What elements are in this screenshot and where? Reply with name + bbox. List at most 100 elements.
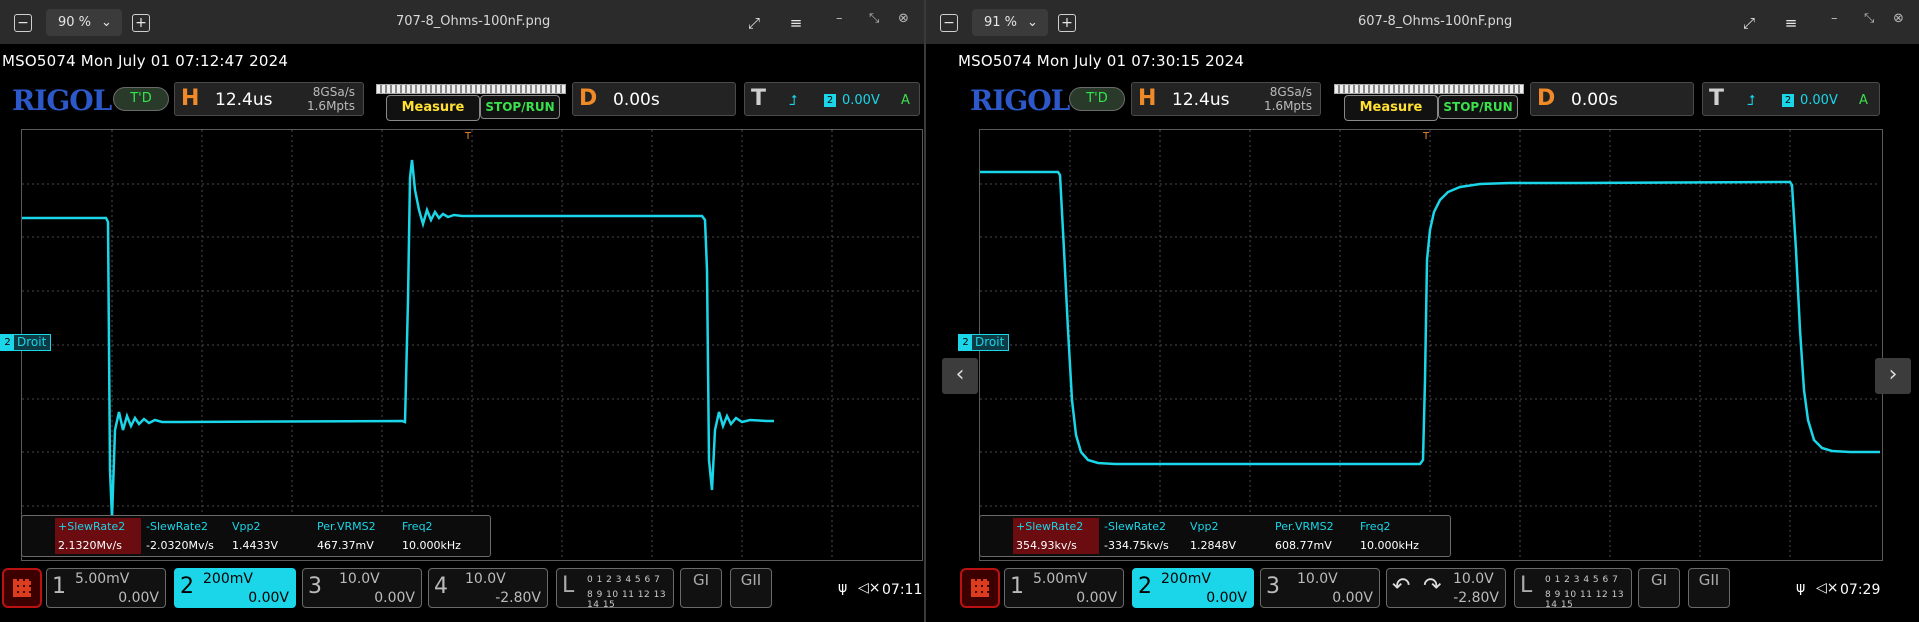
- channel-1-button[interactable]: 1 5.00mV 0.00V: [46, 568, 166, 608]
- channel-1-button[interactable]: 1 5.00mV 0.00V: [1004, 568, 1124, 608]
- measurement-value: 467.37mV: [317, 539, 374, 552]
- horizontal-box: H 12.4us 8GSa/s 1.6Mpts: [174, 82, 364, 116]
- close-button[interactable]: ⊗: [1893, 11, 1904, 26]
- close-icon: ⊗: [1893, 11, 1904, 26]
- channel-scale: 5.00mV: [1033, 571, 1088, 587]
- horizontal-letter: H: [1138, 86, 1157, 111]
- stoprun-button[interactable]: STOP/RUN: [480, 95, 560, 119]
- timebase-value: 12.4us: [1172, 90, 1230, 110]
- zoom-in-button[interactable]: +: [130, 12, 152, 34]
- trigger-letter: T: [751, 86, 767, 111]
- channel-scale: 10.0V: [339, 571, 380, 587]
- minimize-button[interactable]: –: [836, 11, 843, 26]
- horizontal-letter: H: [181, 86, 200, 111]
- measure-button[interactable]: Measure: [386, 95, 480, 121]
- channel-label-text: Droit: [975, 335, 1005, 349]
- channel-label: 2 Droit: [0, 334, 52, 351]
- measurement-name: Freq2: [1360, 520, 1391, 533]
- channel-4-button[interactable]: 4 10.0V -2.80V: [428, 568, 548, 608]
- minimize-button[interactable]: –: [1831, 11, 1838, 26]
- zoom-select[interactable]: 90 % ⌄: [46, 9, 122, 36]
- chevron-right-icon: ›: [1888, 362, 1898, 387]
- restore-button[interactable]: ⤡: [869, 11, 879, 26]
- fullscreen-button[interactable]: ⤢: [1738, 12, 1760, 34]
- channel-scale: 200mV: [203, 571, 253, 587]
- next-image-button[interactable]: ›: [1875, 358, 1911, 394]
- waveform-display: [22, 130, 922, 560]
- redo-icon: ↷: [1423, 574, 1442, 599]
- memory-bar: [1334, 84, 1524, 94]
- zoom-in-button[interactable]: +: [1056, 12, 1078, 34]
- left-viewer-window: − 90 % ⌄ + 707-8_Ohms-100nF.png ⤢ ≡ – ⤡ …: [0, 0, 924, 622]
- channel-offset: 0.00V: [374, 590, 415, 606]
- channel-offset: 0.00V: [1206, 590, 1247, 606]
- generator-2-button[interactable]: GII: [1688, 568, 1730, 608]
- trigger-channel: 2: [1782, 94, 1794, 107]
- scope-clock: 07:11: [882, 582, 923, 598]
- generator-1-button[interactable]: GI: [680, 568, 722, 608]
- channel-number: 1: [1010, 574, 1024, 599]
- restore-button[interactable]: ⤡: [1864, 11, 1874, 26]
- stoprun-button[interactable]: STOP/RUN: [1438, 95, 1518, 119]
- menu-button[interactable]: ≡: [1780, 12, 1802, 34]
- zoom-out-button[interactable]: −: [12, 12, 34, 34]
- channel-4-button[interactable]: ↶ ↷ 10.0V -2.80V: [1386, 568, 1506, 608]
- zoom-select[interactable]: 91 % ⌄: [972, 9, 1048, 36]
- channel-2-button[interactable]: 2 200mV 0.00V: [1132, 568, 1254, 608]
- channel-3-button[interactable]: 3 10.0V 0.00V: [302, 568, 422, 608]
- generator-1-button[interactable]: GI: [1638, 568, 1680, 608]
- chevron-left-icon: ‹: [955, 362, 965, 387]
- channel-offset: 0.00V: [118, 590, 159, 606]
- generator-2-button[interactable]: GII: [730, 568, 772, 608]
- trigger-position-marker: T: [465, 131, 472, 142]
- channel-number: 4: [434, 574, 448, 599]
- oscilloscope-screenshot: MSO5074 Mon July 01 07:12:47 2024 RIGOL …: [0, 44, 924, 622]
- channel-label-number: 2: [959, 334, 972, 351]
- speaker-icon: ◁×: [1816, 580, 1839, 596]
- plus-icon: +: [132, 14, 150, 32]
- sample-rate: 8GSa/s: [312, 85, 355, 99]
- trigger-mode: A: [1859, 93, 1868, 108]
- measure-button[interactable]: Measure: [1344, 95, 1438, 121]
- measurement-name: +SlewRate2: [1016, 520, 1084, 533]
- previous-image-button[interactable]: ‹: [942, 358, 978, 394]
- oscilloscope-screenshot: MSO5074 Mon July 01 07:30:15 2024 RIGOL …: [926, 44, 1919, 622]
- channel-label: 2 Droit: [958, 334, 1010, 351]
- menu-button[interactable]: ≡: [785, 12, 807, 34]
- measurement-value: 10.000kHz: [402, 539, 461, 552]
- close-button[interactable]: ⊗: [898, 11, 909, 26]
- channel-number: 3: [1266, 574, 1280, 599]
- channel-number: 1: [52, 574, 66, 599]
- generator-label: GI: [1650, 571, 1668, 589]
- restore-icon: ⤡: [869, 11, 880, 26]
- measurement-name: Vpp2: [1190, 520, 1219, 533]
- memory-depth: 1.6Mpts: [306, 99, 355, 113]
- home-button[interactable]: [2, 568, 42, 608]
- measurement-value: 1.4433V: [232, 539, 279, 552]
- delay-box: D 0.00s: [1530, 82, 1694, 116]
- zoom-out-button[interactable]: −: [938, 12, 960, 34]
- channel-label-text: Droit: [17, 335, 47, 349]
- channel-offset: 0.00V: [1076, 590, 1117, 606]
- right-toolbar: − 91 % ⌄ + 607-8_Ohms-100nF.png ⤢ ≡ – ⤡ …: [926, 0, 1919, 44]
- sample-rate: 8GSa/s: [1269, 85, 1312, 99]
- channel-label-number: 2: [1, 334, 14, 351]
- channel-number: 2: [180, 574, 194, 599]
- delay-box: D 0.00s: [572, 82, 736, 116]
- rigol-logo: RIGOL: [970, 84, 1070, 117]
- zoom-value: 90 %: [58, 15, 92, 30]
- logic-analyzer-button[interactable]: L 0 1 2 3 4 5 6 7 8 9 10 11 12 13 14 15: [1514, 568, 1632, 610]
- logic-letter: L: [1520, 573, 1533, 598]
- channel-scale: 10.0V: [465, 571, 506, 587]
- fullscreen-button[interactable]: ⤢: [743, 12, 765, 34]
- measurement-name: Per.VRMS2: [317, 520, 376, 533]
- measurement-panel: +SlewRate2 2.1320Mv/s -SlewRate2 -2.0320…: [21, 515, 491, 557]
- channel-3-button[interactable]: 3 10.0V 0.00V: [1260, 568, 1380, 608]
- restore-icon: ⤡: [1864, 11, 1875, 26]
- digital-channels-row2: 8 9 10 11 12 13 14 15: [587, 590, 667, 610]
- rising-edge-icon: ⮥: [789, 93, 798, 109]
- fullscreen-icon: ⤢: [1742, 14, 1755, 32]
- channel-2-button[interactable]: 2 200mV 0.00V: [174, 568, 296, 608]
- logic-analyzer-button[interactable]: L 0 1 2 3 4 5 6 7 8 9 10 11 12 13 14 15: [556, 568, 674, 610]
- home-button[interactable]: [960, 568, 1000, 608]
